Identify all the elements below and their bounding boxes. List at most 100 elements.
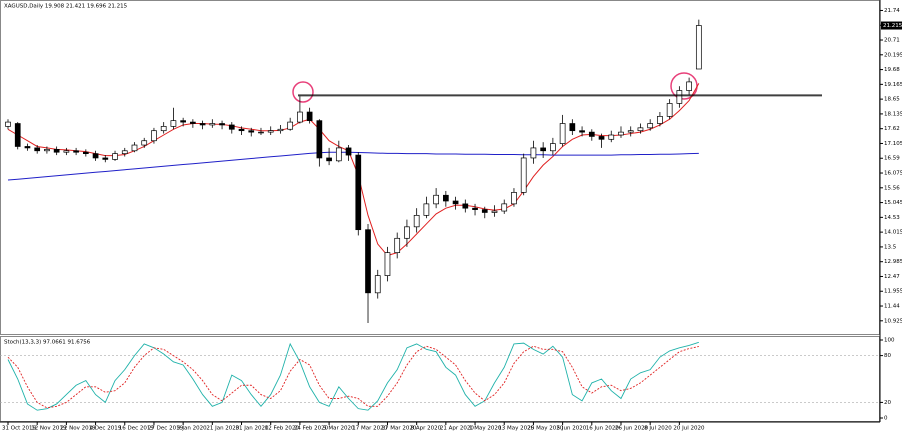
candle-body <box>151 130 157 142</box>
candle-body <box>423 203 430 216</box>
y-tick-label: 19.165 <box>884 82 902 88</box>
candle-body <box>199 123 206 126</box>
y-tick-label: 20.195 <box>884 52 902 58</box>
candle-body <box>141 140 148 146</box>
candle-body <box>695 25 702 70</box>
candle-body <box>530 147 537 159</box>
candle-body <box>73 150 79 153</box>
candle-body <box>404 226 410 239</box>
x-tick-label: 26 Jun 2020 <box>615 426 649 432</box>
x-tick-label: 27 Dec 2019 <box>148 426 184 432</box>
y-tick-label: 11.44 <box>884 304 900 310</box>
candle-body <box>63 150 70 153</box>
y-tick-label: 12.47 <box>884 274 900 280</box>
candle-body <box>627 130 634 133</box>
candle-body <box>374 275 381 294</box>
candle-body <box>267 130 274 133</box>
candle-body <box>102 157 109 160</box>
y-tick-label: 14.53 <box>884 215 900 221</box>
highlight-circle <box>292 81 314 103</box>
moving-average <box>7 151 699 181</box>
candle-body <box>491 210 498 213</box>
y-tick-label: 19.68 <box>884 67 900 73</box>
y-tick-label: 21.74 <box>884 8 900 14</box>
x-tick-label: 21 Apr 2020 <box>440 426 475 432</box>
candle-body <box>34 147 41 152</box>
candle-body <box>462 203 469 209</box>
candle-body <box>394 237 401 254</box>
candle-body <box>5 121 11 127</box>
candle-body <box>355 154 362 231</box>
y-tick-label: 18.135 <box>884 111 902 117</box>
candle-body <box>180 120 186 123</box>
candle-body <box>647 123 654 129</box>
candle-body <box>190 121 196 124</box>
y-tick-label: 12.985 <box>884 259 902 265</box>
candle-body <box>306 111 313 122</box>
price-label: 21.215 <box>883 23 902 29</box>
x-tick-label: 22 Nov 2019 <box>60 426 96 432</box>
y-tick-label: 17.105 <box>884 141 902 147</box>
y-tick-label: 11.955 <box>884 289 902 295</box>
candle-body <box>608 134 615 140</box>
x-tick-label: 25 May 2020 <box>527 426 563 432</box>
candle-body <box>112 153 118 160</box>
candle-body <box>277 128 284 132</box>
x-tick-label: 12 Nov 2019 <box>31 426 67 432</box>
x-tick-label: 17 Mar 2020 <box>352 426 387 432</box>
y-tick-label: 17.62 <box>884 126 900 132</box>
candle-body <box>258 131 264 134</box>
y-tick-label: 13.5 <box>884 244 897 250</box>
y-tick-label: 15.56 <box>884 185 900 191</box>
candle-body <box>443 194 449 202</box>
candle-body <box>452 200 459 205</box>
candle-body <box>579 130 585 133</box>
candle-body <box>384 252 391 276</box>
candle-body <box>53 148 60 153</box>
y-tick-label: 14.015 <box>884 230 902 236</box>
x-tick-label: 9 Jan 2020 <box>177 426 207 432</box>
candle-body <box>540 147 547 152</box>
candle-body <box>335 147 342 162</box>
candle-body <box>316 120 323 159</box>
x-tick-label: 20 Jul 2020 <box>673 426 705 432</box>
x-tick-label: 27 Mar 2020 <box>381 426 416 432</box>
candle-body <box>297 111 303 123</box>
candle-body <box>287 121 294 130</box>
candle-body <box>326 157 332 162</box>
moving-average <box>7 83 700 257</box>
x-tick-label: 24 Feb 2020 <box>294 426 329 432</box>
indicator-title: Stoch(13,3,3) 97.0661 91.6756 <box>4 340 91 346</box>
x-tick-label: 12 Feb 2020 <box>265 426 300 432</box>
candle-body <box>24 146 31 149</box>
x-tick-label: 5 Jun 2020 <box>557 426 587 432</box>
candle-body <box>588 131 595 137</box>
main-panel <box>0 0 880 335</box>
x-tick-label: 4 Dec 2019 <box>90 426 122 432</box>
stoch-line <box>7 341 699 411</box>
candle-body <box>238 128 245 132</box>
y-tick-label: 100 <box>884 338 895 344</box>
chart-title: XAGUSD,Daily 19.908 21.421 19.696 21.215 <box>4 4 128 10</box>
candle-body <box>569 123 576 132</box>
y-tick-label: 16.59 <box>884 156 900 162</box>
y-tick-label: 15.045 <box>884 200 902 206</box>
y-tick-label: 20 <box>884 400 891 406</box>
candle-body <box>686 81 692 91</box>
y-tick-label: 16.075 <box>884 171 902 177</box>
candle-body <box>666 103 673 117</box>
x-tick-label: 31 Oct 2019 <box>2 426 37 432</box>
y-tick-label: 80 <box>884 353 891 359</box>
candle-body <box>365 229 371 294</box>
x-tick-label: 31 Jan 2020 <box>236 426 269 432</box>
candle-body <box>170 120 177 127</box>
candle-body <box>248 130 255 133</box>
candle-body <box>637 127 644 132</box>
x-tick-label: 5 Mar 2020 <box>323 426 355 432</box>
candle-body <box>14 123 21 147</box>
candle-body <box>433 194 439 205</box>
x-tick-label: 1 May 2020 <box>469 426 502 432</box>
stoch-panel <box>0 336 880 422</box>
